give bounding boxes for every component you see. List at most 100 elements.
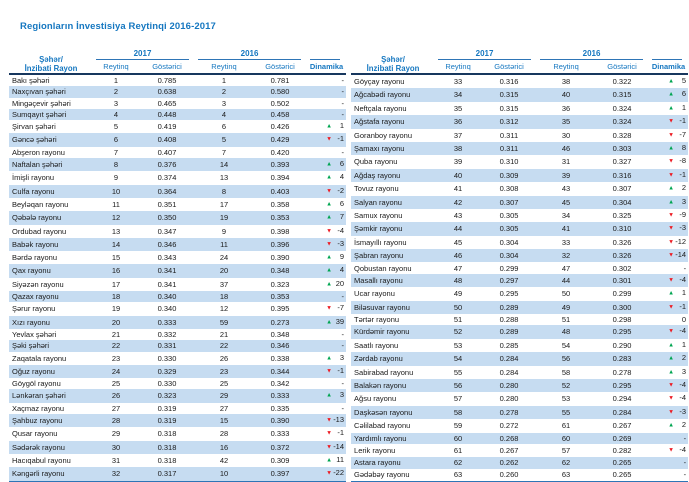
rating-2017-cell: 10 xyxy=(111,186,121,196)
region-name-cell: Kürdəmir rayonu xyxy=(354,327,410,337)
rating-2016-cell: 62 xyxy=(561,458,571,468)
region-column-header: Şəhər/ İnzibati Rayon xyxy=(351,45,436,75)
rating-2017-cell: 11 xyxy=(112,199,120,209)
indicator-2017-cell: 0.376 xyxy=(157,160,177,170)
dynamics-cell: ▼ -1 xyxy=(307,133,346,146)
rating-2016-cell: 36 xyxy=(561,103,571,113)
table-row: Neftçala rayonu 35 0.315 36 0.324 ▲ 1 xyxy=(351,102,688,115)
table-row: Beyləqan rayonu 11 0.351 17 0.358 ▲ 6 xyxy=(9,198,346,211)
indicator-2017-cell: 0.330 xyxy=(157,353,177,363)
rating-2017-cell: 26 xyxy=(111,391,121,401)
dynamics-value: -2 xyxy=(337,185,345,195)
rating-2016-cell: 20 xyxy=(219,266,229,276)
rating-2016-cell: 46 xyxy=(561,144,571,153)
rating-2017-cell: 32 xyxy=(93,467,139,482)
arrow-down-icon: ▼ xyxy=(668,395,675,402)
indicator-2016-cell: 0.338 xyxy=(270,353,290,363)
rating-2017-header: Reytinq xyxy=(435,60,482,75)
rating-2016-cell: 51 xyxy=(561,315,571,325)
dynamics-value: 0 xyxy=(681,315,687,325)
indicator-2016-cell: 0.267 xyxy=(612,421,632,431)
region-name-cell: Şamaxı rayonu xyxy=(354,144,405,153)
table-row: Şahbuz rayonu 28 0.319 15 0.390 ▼-13 xyxy=(9,414,347,428)
rating-2016-cell: 8 xyxy=(221,186,227,196)
indicator-2016-cell: 0.372 xyxy=(270,442,290,452)
region-name-cell: Yevlax şəhəri xyxy=(12,329,57,339)
rating-2016-cell: 58 xyxy=(561,367,571,377)
dynamics-cell: - xyxy=(649,457,688,468)
dynamics-value: 2 xyxy=(681,183,687,193)
region-name-cell: Ağstafa rayonu xyxy=(354,117,405,127)
header-sub-row: Reytinq Göstərici Reytinq Göstərici Dina… xyxy=(351,60,689,75)
dynamics-value: 7 xyxy=(339,212,345,222)
arrow-up-icon: ▲ xyxy=(326,161,333,168)
indicator-2016-cell: 0.323 xyxy=(270,279,290,289)
region-name-cell: Göygöl rayonu xyxy=(12,379,61,389)
region-name-cell: Lerik rayonu xyxy=(354,445,396,455)
dynamics-cell: ▲ 9 xyxy=(307,251,346,264)
indicator-2017-cell: 0.408 xyxy=(157,135,177,145)
dynamics-cell: ▼-13 xyxy=(307,414,346,427)
arrow-up-icon: ▲ xyxy=(668,342,675,349)
indicator-2017-cell: 0.267 xyxy=(499,445,519,455)
dynamics-cell: 0 xyxy=(649,314,688,325)
region-name-cell: Samux rayonu xyxy=(354,210,403,220)
arrow-down-icon: ▼ xyxy=(326,368,333,375)
table-row: Biləsuvar rayonu 50 0.289 49 0.300 ▼ -1 xyxy=(351,300,689,315)
dynamics-value: -4 xyxy=(679,274,687,284)
indicator-2017-cell: 0.260 xyxy=(481,469,538,482)
rating-2017-cell: 39 xyxy=(453,157,463,167)
indicator-2017-cell: 0.280 xyxy=(499,394,519,404)
dynamics-cell: - xyxy=(307,403,346,414)
dynamics-cell: ▼ -9 xyxy=(649,209,688,222)
table-row: Naxçıvan şəhəri 2 0.638 2 0.580 - xyxy=(9,86,347,98)
indicator-2016-cell: 0.273 xyxy=(270,317,290,327)
arrow-down-icon: ▼ xyxy=(326,470,333,477)
indicator-2016-cell: 0.284 xyxy=(612,407,632,417)
dynamics-value: - xyxy=(341,98,345,108)
dynamics-value: - xyxy=(341,147,345,157)
indicator-2017-cell: 0.330 xyxy=(157,379,177,389)
indicator-2016-cell: 0.325 xyxy=(612,210,632,220)
rating-2017-cell: 42 xyxy=(453,197,463,207)
page-title: Regionların İnvestisiya Reytinqi 2016-20… xyxy=(20,21,216,32)
indicator-2016-cell: 0.395 xyxy=(270,304,290,314)
rating-2017-cell: 45 xyxy=(453,237,463,247)
region-name-cell: Lənkəran şəhəri xyxy=(12,391,66,401)
dynamics-value: - xyxy=(341,403,345,413)
dynamics-cell: ▼ -3 xyxy=(307,238,346,251)
dynamics-header: Dinamika xyxy=(649,60,689,75)
indicator-2017-cell: 0.288 xyxy=(499,315,519,325)
indicator-2016-header: Göstərici xyxy=(595,60,650,75)
dynamics-cell: ▲ 3 xyxy=(649,366,688,379)
rating-2017-cell: 13 xyxy=(111,226,121,236)
indicator-2016-cell: 0.326 xyxy=(612,237,632,247)
table-row: Ordubad rayonu 13 0.347 9 0.398 ▼ -4 xyxy=(9,225,346,238)
arrow-up-icon: ▲ xyxy=(326,355,333,362)
dynamics-value: - xyxy=(341,109,345,119)
dynamics-value: 2 xyxy=(681,420,687,430)
indicator-2017-cell: 0.346 xyxy=(157,239,177,249)
rating-2017-cell: 31 xyxy=(111,455,121,465)
indicator-2017-cell: 0.638 xyxy=(157,87,177,97)
dynamics-header: Dinamika xyxy=(307,60,347,75)
rating-2016-cell: 47 xyxy=(561,263,571,273)
dynamics-cell: ▲ 2 xyxy=(649,419,688,432)
arrow-up-icon: ▲ xyxy=(668,105,675,112)
table-row: İmişli rayonu 9 0.374 13 0.394 ▲ 4 xyxy=(9,171,346,184)
indicator-2016-cell: 0.580 xyxy=(270,87,290,97)
dynamics-value: -3 xyxy=(679,406,687,416)
rating-2017-cell: 2 xyxy=(113,87,119,97)
table-row: Naftalan şəhəri 8 0.376 14 0.393 ▲ 6 xyxy=(9,158,347,172)
indicator-2016-cell: 0.396 xyxy=(270,239,290,249)
dynamics-cell: ▼ -1 xyxy=(649,169,688,182)
table-body-left: Bakı şəhəri 1 0.785 1 0.781 - Naxçıvan şəhəri 2… xyxy=(9,75,347,482)
dynamics-value: - xyxy=(683,433,687,443)
dynamics-value: 1 xyxy=(681,339,687,349)
dynamics-value: -1 xyxy=(337,365,345,375)
table-header: Şəhər/ İnzibati Rayon 2017 2016 Reytinq … xyxy=(9,45,347,75)
region-name-cell: Şərur rayonu xyxy=(12,304,56,314)
arrow-down-icon: ▼ xyxy=(668,382,675,389)
dynamics-value: - xyxy=(341,341,345,351)
rating-2017-cell: 30 xyxy=(111,442,121,452)
